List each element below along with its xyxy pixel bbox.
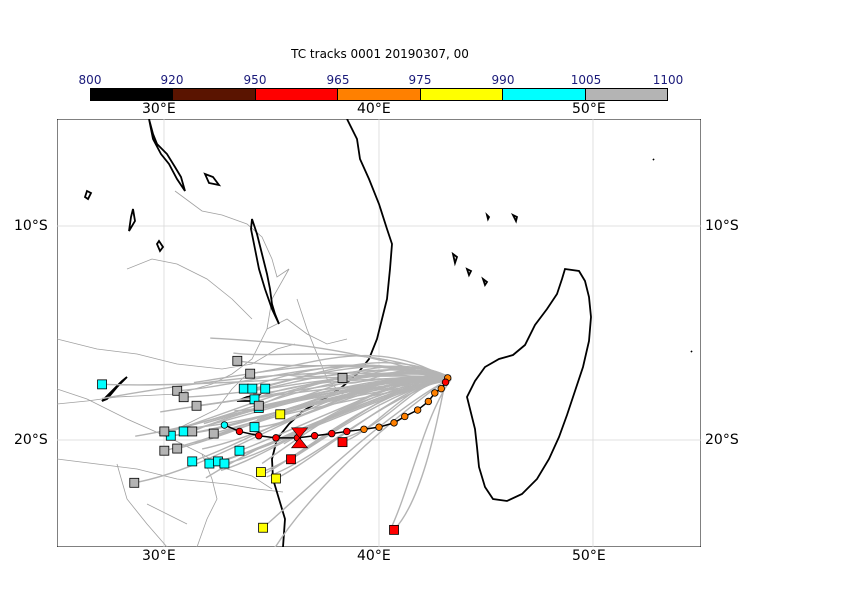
lon-label-top: 30°E (142, 101, 176, 117)
forecast-end-square (178, 426, 189, 437)
graticule (57, 119, 701, 547)
lon-label-top: 40°E (357, 101, 391, 117)
track-point (401, 412, 409, 421)
track-point (441, 378, 450, 386)
lat-label-left: 20°S (14, 432, 48, 448)
forecast-end-square (238, 383, 249, 394)
forecast-end-square (172, 443, 183, 454)
colorbar-segment (91, 89, 174, 100)
colorbar-segment (173, 89, 256, 100)
lat-label-right: 10°S (705, 218, 739, 234)
forecast-end-square (286, 454, 296, 465)
pressure-colorbar (90, 88, 668, 101)
track-point (390, 419, 398, 427)
forecast-end-square (232, 355, 243, 366)
forecast-end-square (258, 522, 268, 533)
ensemble-track (210, 337, 448, 381)
colorbar-segment (585, 89, 667, 100)
lon-label-bottom: 40°E (357, 548, 391, 564)
forecast-end-square (247, 383, 258, 394)
forecast-end-markers (97, 355, 399, 535)
ensemble-track (165, 372, 449, 434)
colorbar-segment (503, 89, 586, 100)
ensemble-track (349, 369, 450, 384)
forecast-end-square (271, 473, 281, 484)
lat-label-left: 10°S (14, 218, 48, 234)
forecast-end-square (159, 426, 170, 437)
track-point (431, 389, 439, 397)
forecast-end-square (275, 409, 286, 420)
forecast-end-square (389, 524, 399, 535)
ensemble-track (101, 372, 447, 400)
forecast-end-square (219, 458, 230, 469)
analysis-track-points (220, 374, 452, 442)
forecast-end-square (260, 383, 271, 394)
track-point (255, 432, 263, 440)
forecast-end-square (337, 437, 348, 448)
forecast-end-square (172, 385, 183, 396)
colorbar-segment (255, 89, 339, 100)
scale-label: 920 (160, 73, 184, 87)
hourglass-marker (290, 427, 309, 449)
forecast-end-square (187, 456, 198, 467)
forecast-end-square (178, 392, 189, 403)
forecast-end-square (204, 458, 215, 469)
forecast-end-square (159, 445, 170, 456)
forecast-end-square (187, 426, 198, 437)
track-point (235, 427, 244, 436)
ensemble-track (274, 376, 452, 547)
ensemble-track (389, 378, 452, 530)
track-point (220, 421, 229, 429)
ensemble-track (135, 378, 446, 437)
forecast-end-square (97, 379, 107, 390)
ensemble-track (102, 375, 451, 386)
ensemble-track (193, 364, 445, 384)
forecast-end-square (129, 477, 140, 488)
chart-title: TC tracks 0001 20190307, 00 (291, 47, 469, 61)
scale-label: 1005 (570, 73, 602, 87)
track-point (328, 429, 336, 438)
lon-label-bottom: 30°E (142, 548, 176, 564)
lat-label-right: 20°S (705, 432, 739, 448)
ensemble-track (250, 354, 445, 378)
track-point (413, 406, 422, 414)
track-point (272, 434, 280, 442)
scale-label: 1100 (652, 73, 684, 87)
track-point (310, 432, 319, 440)
forecast-end-square (337, 373, 348, 383)
ensemble-tracks (101, 337, 452, 547)
forecast-end-square (245, 368, 256, 379)
track-point (424, 397, 433, 406)
lon-label-bottom: 50°E (572, 548, 606, 564)
colorbar-segment (420, 89, 504, 100)
forecast-end-square (234, 445, 245, 456)
forecast-end-square (208, 428, 219, 439)
map-panel (57, 119, 701, 547)
ensemble-track (262, 379, 448, 529)
scale-label: 950 (243, 73, 267, 87)
scale-label: 990 (491, 73, 515, 87)
ensemble-track (229, 375, 448, 460)
lon-label-top: 50°E (572, 101, 606, 117)
country-borders (57, 190, 358, 547)
forecast-end-square (249, 422, 260, 433)
track-point (375, 423, 383, 431)
analysis-position-marker (290, 427, 309, 449)
scale-label: 965 (326, 73, 350, 87)
ensemble-track (233, 352, 451, 380)
forecast-end-square (191, 400, 202, 411)
track-point (437, 384, 445, 393)
scale-label: 800 (78, 73, 102, 87)
colorbar-segment (338, 89, 421, 100)
track-point (343, 427, 351, 436)
ensemble-track (203, 376, 445, 425)
forecast-end-square (256, 467, 266, 478)
scale-label: 975 (408, 73, 432, 87)
forecast-end-square (253, 400, 264, 411)
track-point (360, 425, 368, 433)
